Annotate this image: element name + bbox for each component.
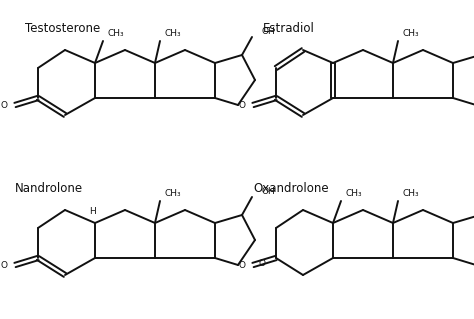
Text: Nandrolone: Nandrolone bbox=[15, 182, 83, 195]
Text: CH₃: CH₃ bbox=[403, 28, 419, 38]
Text: O: O bbox=[239, 100, 246, 109]
Text: O: O bbox=[1, 261, 8, 270]
Text: CH₃: CH₃ bbox=[165, 28, 182, 38]
Text: CH₃: CH₃ bbox=[346, 189, 363, 197]
Text: OH: OH bbox=[262, 27, 276, 36]
Text: Testosterone: Testosterone bbox=[25, 21, 100, 34]
Text: O: O bbox=[1, 100, 8, 109]
Text: Estradiol: Estradiol bbox=[263, 21, 315, 34]
Text: Oxandrolone: Oxandrolone bbox=[253, 182, 328, 195]
Text: O: O bbox=[259, 258, 266, 268]
Text: CH₃: CH₃ bbox=[108, 28, 125, 38]
Text: CH₃: CH₃ bbox=[165, 189, 182, 197]
Text: OH: OH bbox=[262, 188, 276, 197]
Text: O: O bbox=[239, 261, 246, 270]
Text: CH₃: CH₃ bbox=[403, 189, 419, 197]
Text: H: H bbox=[90, 206, 96, 216]
